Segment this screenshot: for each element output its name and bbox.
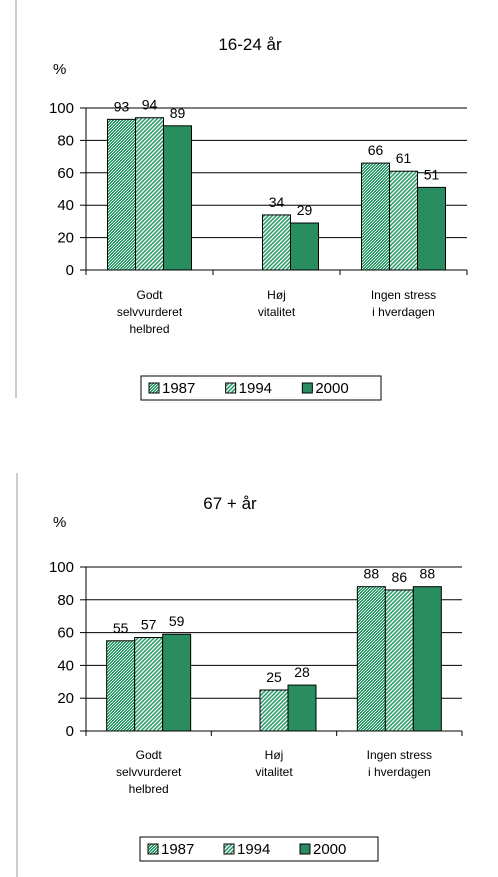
y-tick-label: 0	[66, 262, 74, 279]
bar-1994	[262, 214, 291, 271]
data-label: 88	[364, 566, 380, 582]
bar-1994	[134, 637, 164, 732]
bar-1987	[106, 640, 136, 732]
bar-1994	[384, 589, 414, 732]
legend: 1987 1994 2000	[139, 836, 379, 862]
chart-2: 67 + år% 0 20 40 60 80 100 55 57 59 Godt selvvurder…	[16, 473, 463, 877]
y-tick-label: 60	[57, 165, 74, 182]
category-label: i hverdagen	[368, 765, 431, 779]
category-label: Godt	[136, 288, 163, 302]
legend: 1987 1994 2000	[140, 375, 382, 401]
data-label: 89	[170, 105, 186, 121]
data-label: 61	[396, 150, 412, 166]
category-label: Ingen stress	[367, 748, 432, 762]
y-axis-unit: %	[53, 514, 66, 531]
bar-1987	[107, 118, 136, 271]
data-label: 94	[142, 97, 158, 113]
legend-box	[139, 836, 379, 862]
bar-1987	[361, 162, 390, 271]
data-label: 93	[114, 98, 130, 114]
legend-swatch-1987	[147, 843, 159, 855]
bar-2000	[290, 222, 319, 271]
bar-1994	[135, 117, 164, 271]
data-label: 28	[294, 664, 310, 680]
data-label: 88	[420, 566, 436, 582]
legend-swatch-1994	[223, 843, 235, 855]
y-tick-label: 40	[57, 657, 74, 674]
charts-root: 16-24 år% 0 20 40 60 80 100 93 94 89 Godt selvvurde…	[15, 0, 468, 877]
legend-label: 2000	[313, 841, 346, 858]
legend-swatch-2000	[301, 382, 313, 394]
legend-label: 1987	[161, 841, 194, 858]
bar-2000	[412, 586, 442, 732]
data-label: 29	[297, 202, 313, 218]
y-tick-label: 100	[49, 100, 74, 117]
legend-label: 1987	[162, 380, 195, 397]
data-label: 55	[113, 620, 129, 636]
bar-2000	[162, 633, 192, 732]
chart-title: 67 + år	[203, 494, 257, 513]
chart-title: 16-24 år	[218, 35, 282, 54]
data-label: 51	[424, 166, 440, 182]
data-label: 57	[141, 617, 157, 633]
bar-2000	[287, 684, 317, 732]
category-label: Ingen stress	[371, 288, 436, 302]
data-label: 25	[266, 669, 282, 685]
y-axis-unit: %	[53, 61, 66, 78]
category-label: vitalitet	[258, 305, 296, 319]
y-tick-label: 40	[57, 197, 74, 214]
legend-swatch-1987	[148, 382, 160, 394]
legend-box	[140, 375, 382, 401]
category-label: Høj	[265, 748, 284, 762]
bar-2000	[163, 125, 192, 271]
bar-2000	[417, 186, 446, 271]
y-tick-label: 100	[49, 559, 74, 576]
legend-label: 1994	[237, 841, 270, 858]
bar-1994	[259, 689, 289, 732]
category-label: helbred	[129, 322, 169, 336]
bar-1994	[389, 170, 418, 271]
bar-1987	[356, 586, 386, 732]
category-label: i hverdagen	[372, 305, 435, 319]
category-label: helbred	[129, 782, 169, 796]
category-label: Godt	[136, 748, 163, 762]
chart-1: 16-24 år% 0 20 40 60 80 100 93 94 89 Godt selvvurde…	[15, 0, 468, 401]
y-tick-label: 60	[57, 625, 74, 642]
category-label: vitalitet	[255, 765, 293, 779]
data-label: 86	[392, 569, 408, 585]
category-label: selvvurderet	[117, 305, 183, 319]
y-tick-label: 0	[66, 723, 74, 740]
legend-swatch-1994	[225, 382, 237, 394]
data-label: 59	[169, 613, 185, 629]
legend-swatch-2000	[299, 843, 311, 855]
category-label: selvvurderet	[116, 765, 182, 779]
category-label: Høj	[267, 288, 286, 302]
legend-label: 2000	[315, 380, 348, 397]
legend-label: 1994	[239, 380, 272, 397]
y-tick-label: 80	[57, 592, 74, 609]
y-tick-label: 80	[57, 132, 74, 149]
y-tick-label: 20	[57, 690, 74, 707]
y-tick-label: 20	[57, 230, 74, 247]
data-label: 34	[269, 194, 285, 210]
data-label: 66	[368, 142, 384, 158]
